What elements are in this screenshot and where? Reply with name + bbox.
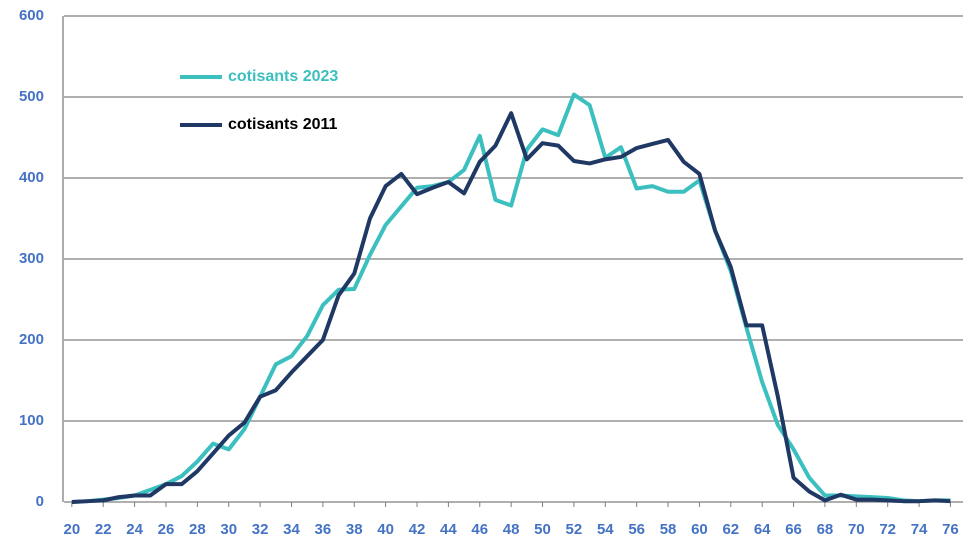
x-tick-label: 30 (220, 521, 237, 538)
x-tick-label: 32 (252, 521, 269, 538)
x-tick-label: 24 (126, 521, 143, 538)
y-tick-label: 0 (36, 493, 44, 510)
x-tick-label: 44 (440, 521, 457, 538)
y-tick-label: 200 (19, 331, 44, 348)
x-tick-label: 58 (660, 521, 677, 538)
x-tick-label: 60 (691, 521, 708, 538)
y-tick-label: 400 (19, 169, 44, 186)
y-tick-label: 300 (19, 250, 44, 267)
x-tick-label: 66 (785, 521, 802, 538)
x-tick-label: 28 (189, 521, 206, 538)
x-tick-label: 70 (848, 521, 865, 538)
x-tick-label: 36 (315, 521, 332, 538)
x-tick-label: 20 (64, 521, 81, 538)
x-tick-label: 72 (879, 521, 896, 538)
x-tick-label: 38 (346, 521, 363, 538)
y-tick-label: 500 (19, 88, 44, 105)
x-tick-label: 56 (628, 521, 645, 538)
x-tick-label: 26 (158, 521, 175, 538)
x-tick-label: 64 (754, 521, 771, 538)
series-line (71, 92, 951, 504)
x-tick-label: 46 (471, 521, 488, 538)
x-tick-label: 50 (534, 521, 551, 538)
x-tick-label: 54 (597, 521, 614, 538)
x-tick-label: 74 (911, 521, 928, 538)
x-tick-label: 42 (409, 521, 426, 538)
y-tick-label: 600 (19, 7, 44, 24)
x-tick-label: 40 (377, 521, 394, 538)
x-tick-label: 22 (95, 521, 112, 538)
x-tick-label: 62 (722, 521, 739, 538)
x-tick-label: 68 (817, 521, 834, 538)
y-tick-label: 100 (19, 412, 44, 429)
legend-label: cotisants 2023 (228, 68, 338, 85)
x-tick-label: 52 (566, 521, 583, 538)
x-tick-label: 34 (283, 521, 300, 538)
series-line (71, 111, 951, 504)
x-tick-label: 48 (503, 521, 520, 538)
x-tick-label: 76 (942, 521, 959, 538)
legend-label: cotisants 2011 (228, 116, 338, 133)
